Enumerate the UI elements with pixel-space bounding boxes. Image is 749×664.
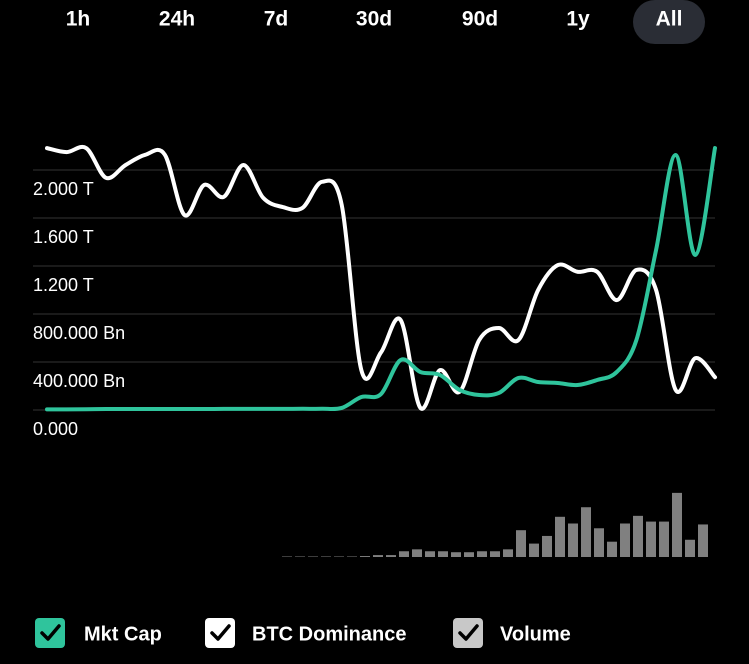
volume-bar bbox=[464, 552, 474, 557]
legend-checkbox[interactable] bbox=[35, 618, 65, 648]
legend-checkbox[interactable] bbox=[453, 618, 483, 648]
volume-bar bbox=[386, 555, 396, 557]
volume-bar bbox=[698, 524, 708, 557]
legend-check bbox=[458, 624, 479, 641]
volume-bar bbox=[490, 551, 500, 557]
tab[interactable]: 7d bbox=[264, 8, 289, 31]
volume-bar bbox=[607, 541, 617, 557]
volume-bar bbox=[529, 543, 539, 557]
y-tick-label: 400.000 Bn bbox=[33, 371, 125, 391]
volume-bar bbox=[425, 551, 435, 557]
volume-bar bbox=[672, 492, 682, 557]
legend-check bbox=[40, 624, 61, 641]
legend-label[interactable]: Volume bbox=[500, 623, 571, 645]
y-tick-label: 1.200 T bbox=[33, 275, 94, 295]
volume-bar bbox=[516, 530, 526, 557]
tab[interactable]: 30d bbox=[356, 8, 392, 31]
y-tick-label: 2.000 T bbox=[33, 179, 94, 199]
tab[interactable]: 1h bbox=[66, 8, 91, 31]
volume-bar bbox=[620, 523, 630, 557]
volume-bar bbox=[594, 528, 604, 557]
volume-bar bbox=[685, 539, 695, 557]
tab[interactable]: All bbox=[656, 8, 683, 31]
legend-checkbox[interactable] bbox=[205, 618, 235, 648]
y-tick-label: 800.000 Bn bbox=[33, 323, 125, 343]
volume-bar bbox=[542, 535, 552, 557]
volume-bar bbox=[412, 549, 422, 557]
volume-bar bbox=[633, 515, 643, 557]
volume-bar bbox=[503, 549, 513, 557]
volume-bar bbox=[555, 516, 565, 557]
volume-bar bbox=[646, 521, 656, 557]
line bbox=[45, 146, 717, 412]
tab[interactable]: 90d bbox=[462, 8, 498, 31]
volume-bar bbox=[451, 552, 461, 557]
volume-bar bbox=[477, 551, 487, 557]
legend-check bbox=[210, 624, 231, 641]
volume-bar bbox=[360, 556, 370, 557]
line bbox=[45, 144, 717, 411]
volume-bar bbox=[659, 521, 669, 557]
legend-label[interactable]: BTC Dominance bbox=[252, 623, 406, 645]
y-tick-label: 0.000 bbox=[33, 419, 78, 439]
volume-bar bbox=[438, 551, 448, 557]
volume-bar bbox=[399, 551, 409, 557]
volume-bar bbox=[373, 555, 383, 557]
volume-bar bbox=[581, 507, 591, 557]
tab[interactable]: 24h bbox=[159, 8, 195, 31]
tab-active-bg bbox=[633, 0, 705, 44]
tab[interactable]: 1y bbox=[566, 8, 590, 31]
y-tick-label: 1.600 T bbox=[33, 227, 94, 247]
volume-bar bbox=[568, 523, 578, 557]
legend-label[interactable]: Mkt Cap bbox=[84, 623, 162, 645]
